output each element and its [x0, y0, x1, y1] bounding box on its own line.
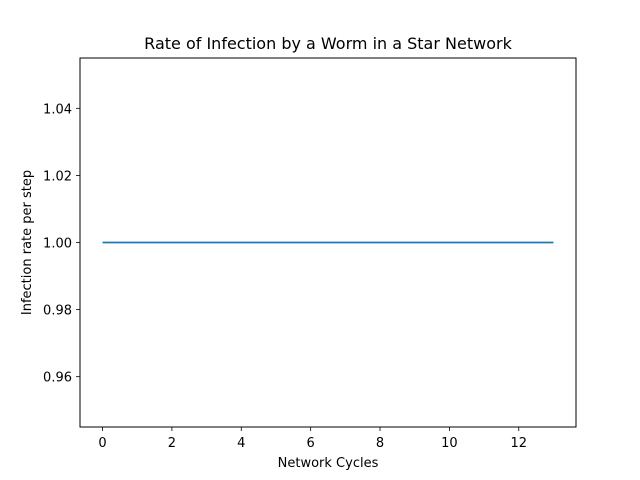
x-tick-label: 4	[237, 436, 245, 451]
y-tick-label: 0.98	[43, 304, 72, 319]
x-axis-label: Network Cycles	[278, 456, 379, 471]
x-tick-label: 8	[376, 436, 384, 451]
x-tick-label: 12	[510, 436, 527, 451]
x-tick-label: 0	[98, 436, 106, 451]
y-tick-label: 1.00	[43, 237, 72, 252]
y-tick-label: 0.96	[43, 371, 72, 386]
x-axis-ticks: 0 2 4 6 8 10 12	[98, 427, 527, 451]
x-tick-label: 6	[307, 436, 315, 451]
y-tick-label: 1.02	[43, 169, 72, 184]
chart-title: Rate of Infection by a Worm in a Star Ne…	[144, 34, 512, 53]
y-tick-label: 1.04	[43, 102, 72, 117]
axes-frame	[79, 57, 577, 428]
x-tick-label: 10	[441, 436, 458, 451]
y-axis-ticks: 0.96 0.98 1.00 1.02 1.04	[43, 102, 80, 386]
x-tick-label: 2	[168, 436, 176, 451]
y-axis-label: Infection rate per step	[20, 170, 35, 315]
